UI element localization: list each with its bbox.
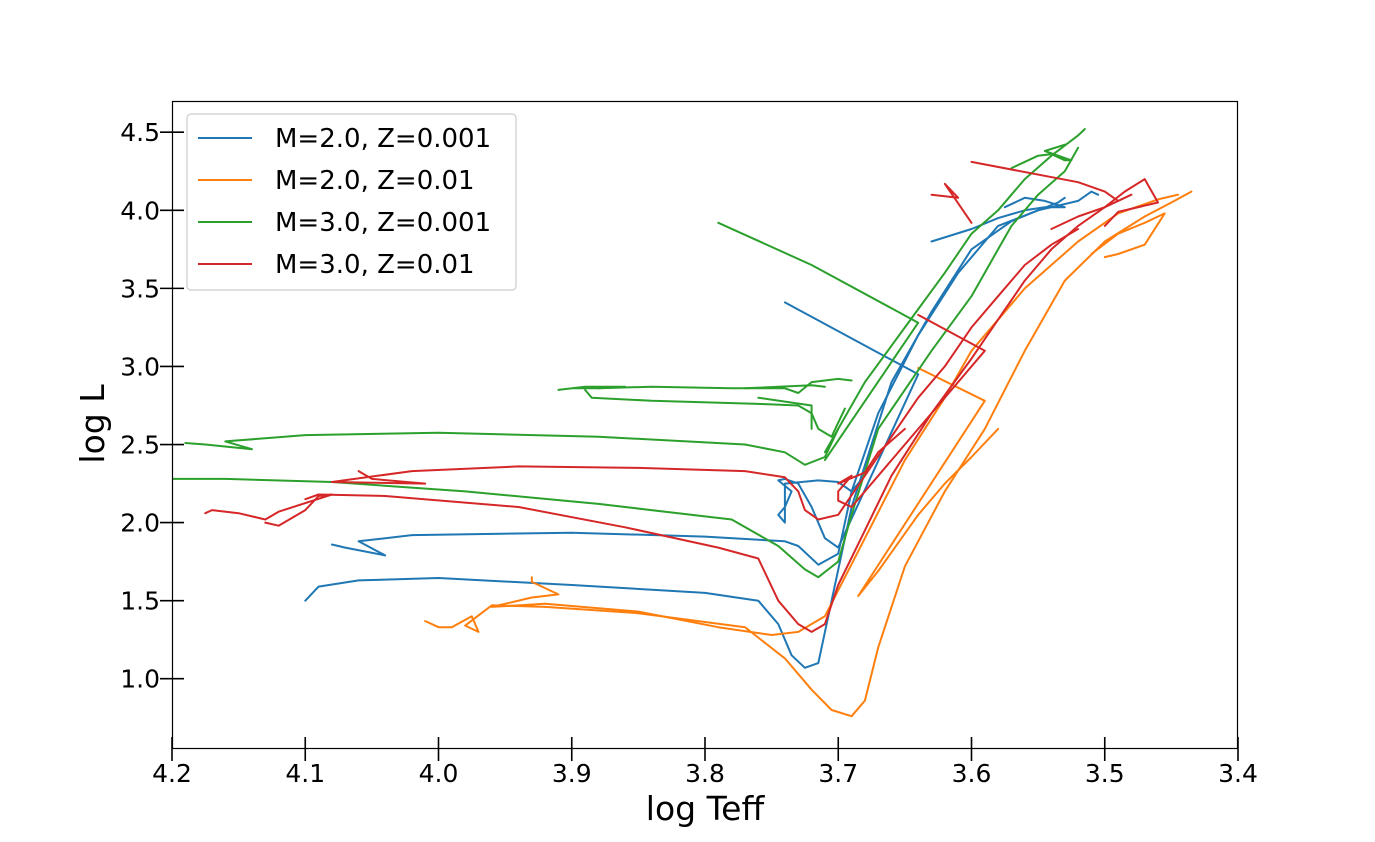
x-tick-label-2: 4.1 xyxy=(285,759,325,788)
y-tick-label-6: 3.5 xyxy=(120,274,160,303)
series-3-line-9 xyxy=(717,221,920,462)
series-2-line-3 xyxy=(857,367,1000,597)
series-4-line-6 xyxy=(970,160,1120,202)
series-2-line-2 xyxy=(490,193,1179,636)
series-1-line-2 xyxy=(330,190,1100,566)
series-2-line-4 xyxy=(1090,212,1166,259)
x-tick-label-9: 3.4 xyxy=(1218,759,1258,788)
legend-label-4: M=3.0, Z=0.01 xyxy=(275,250,475,280)
x-tick-label-3: 4.0 xyxy=(419,759,459,788)
series-3-line-7 xyxy=(757,396,813,430)
series-3-line-1 xyxy=(172,146,1080,579)
x-tick-label-6: 3.7 xyxy=(818,759,858,788)
y-tick-label-3: 2.0 xyxy=(120,509,160,538)
legend-frame xyxy=(186,113,517,291)
series-4-line-4 xyxy=(837,313,986,508)
y-axis-label: log L xyxy=(73,384,112,464)
x-axis-label: log Teff xyxy=(646,789,766,828)
x-tick-label-4: 3.9 xyxy=(552,759,592,788)
y-tick-label-1: 1.0 xyxy=(120,665,160,694)
series-4 xyxy=(204,160,1159,633)
series-1-line-3 xyxy=(777,301,920,549)
y-tick-label-7: 4.0 xyxy=(120,196,160,225)
series-3-line-4 xyxy=(597,377,853,394)
series-3-line-6 xyxy=(744,384,826,390)
y-tick-label-5: 3.0 xyxy=(120,352,160,381)
series-4-line-1 xyxy=(304,193,1133,633)
legend-label-1: M=2.0, Z=0.001 xyxy=(275,124,491,154)
series-3 xyxy=(172,128,1086,579)
y-tick-label-4: 2.5 xyxy=(120,431,160,460)
series-4-line-5 xyxy=(930,182,973,224)
legend: M=2.0, Z=0.001 M=2.0, Z=0.01 M=3.0, Z=0.00… xyxy=(186,113,517,291)
series-3-line-3 xyxy=(584,388,846,438)
x-tick-label-5: 3.8 xyxy=(685,759,725,788)
ticks-layer: 4.2 4.1 4.0 3.9 3.8 3.7 3.6 3.5 3.4 1.0 1.5 2.0 2.5 3… xyxy=(120,118,1258,788)
series-2-line-1 xyxy=(424,190,1193,718)
legend-label-3: M=3.0, Z=0.001 xyxy=(275,208,491,238)
series-2 xyxy=(424,190,1193,718)
legend-label-2: M=2.0, Z=0.01 xyxy=(275,166,475,196)
series-3-line-10 xyxy=(1010,143,1073,170)
x-tick-label-7: 3.6 xyxy=(952,759,992,788)
series-3-line-5 xyxy=(557,385,627,391)
series-3-line-8 xyxy=(823,427,840,454)
series-1-line-1 xyxy=(304,196,1066,669)
series-4-line-3 xyxy=(330,228,1080,521)
x-tick-label-1: 4.2 xyxy=(152,759,192,788)
series-layer xyxy=(172,128,1193,718)
series-4-line-7 xyxy=(1050,178,1159,230)
x-tick-label-8: 3.5 xyxy=(1085,759,1125,788)
series-3-line-2 xyxy=(184,128,1086,466)
y-tick-label-8: 4.5 xyxy=(120,118,160,147)
series-4-line-2 xyxy=(204,493,333,527)
y-tick-label-2: 1.5 xyxy=(120,587,160,616)
